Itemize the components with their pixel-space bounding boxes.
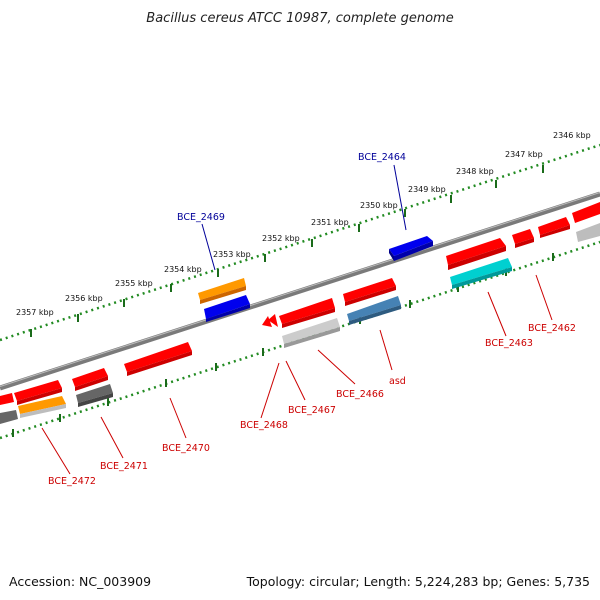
gene-bce-2466[interactable] xyxy=(279,298,340,348)
kbp-label-2351: 2351 kbp xyxy=(311,218,349,227)
kbp-label-2356: 2356 kbp xyxy=(65,294,103,303)
gene-asd[interactable] xyxy=(343,278,401,325)
gene-label-bce-2468[interactable]: BCE_2468 xyxy=(240,420,288,431)
gene-label-bce-2472[interactable]: BCE_2472 xyxy=(48,476,96,487)
gene-label-bce-2467[interactable]: BCE_2467 xyxy=(288,405,336,416)
gene-bce-2467[interactable] xyxy=(262,314,278,327)
gene-bce-2470[interactable] xyxy=(124,342,192,376)
gene-bce-2469[interactable] xyxy=(198,278,246,304)
outer-major-ticks xyxy=(30,165,544,337)
gene-bce-2471[interactable] xyxy=(72,368,113,407)
topology-summary: Topology: circular; Length: 5,224,283 bp… xyxy=(246,574,590,589)
gene-bce-2463b[interactable] xyxy=(450,258,512,289)
gene-label-bce-2463[interactable]: BCE_2463 xyxy=(485,338,533,349)
gene-label-bce-2469[interactable]: BCE_2469 xyxy=(177,212,225,223)
gene-bce-2464[interactable] xyxy=(389,236,433,261)
accession-text: Accession: NC_003909 xyxy=(9,574,151,589)
kbp-label-2352: 2352 kbp xyxy=(262,234,300,243)
gene-label-bce-2464[interactable]: BCE_2464 xyxy=(358,152,406,163)
gene-label-bce-2471[interactable]: BCE_2471 xyxy=(100,461,148,472)
genome-backbone xyxy=(0,191,600,391)
gene-bce-2469b[interactable] xyxy=(204,295,250,322)
kbp-label-2350: 2350 kbp xyxy=(360,201,398,210)
gene-label-asd[interactable]: asd xyxy=(389,376,406,387)
kbp-label-2349: 2349 kbp xyxy=(408,185,446,194)
gene-bce-2472[interactable] xyxy=(0,380,66,424)
kbp-label-2347: 2347 kbp xyxy=(505,150,543,159)
map-title: Bacillus cereus ATCC 10987, complete gen… xyxy=(146,11,453,26)
gene-label-bce-2462[interactable]: BCE_2462 xyxy=(528,323,576,334)
kbp-label-2348: 2348 kbp xyxy=(456,167,494,176)
kbp-label-2354: 2354 kbp xyxy=(164,265,202,274)
kbp-label-2353: 2353 kbp xyxy=(213,250,251,259)
gene-bce-2462[interactable] xyxy=(512,202,600,248)
gene-label-bce-2466[interactable]: BCE_2466 xyxy=(336,389,384,400)
kbp-label-2357: 2357 kbp xyxy=(16,308,54,317)
gene-label-bce-2470[interactable]: BCE_2470 xyxy=(162,443,210,454)
kbp-label-2355: 2355 kbp xyxy=(115,279,153,288)
gene-bce-2463[interactable] xyxy=(446,238,506,270)
callout-lines xyxy=(41,164,553,475)
kbp-label-2346: 2346 kbp xyxy=(553,131,591,140)
